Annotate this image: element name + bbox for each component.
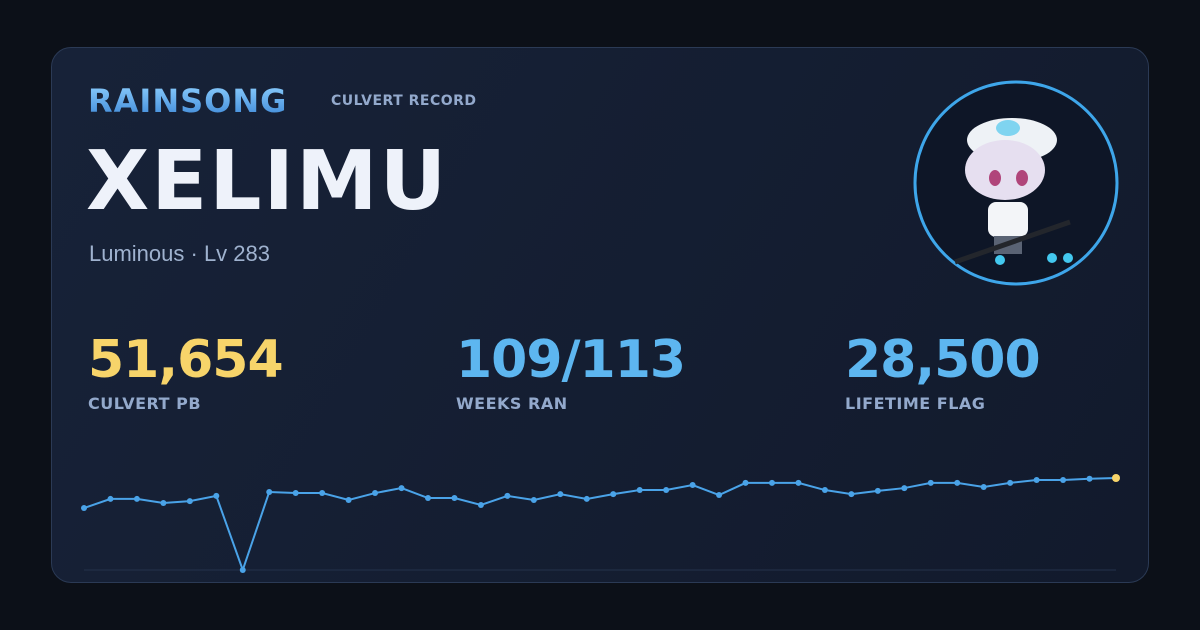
sparkline-point bbox=[530, 497, 537, 504]
stat: 28,500 LIFETIME FLAG bbox=[845, 330, 1041, 413]
sparkline-point bbox=[742, 479, 749, 486]
sparkline-point bbox=[689, 482, 696, 489]
sparkline-point bbox=[848, 491, 855, 498]
stat-label: CULVERT PB bbox=[88, 394, 202, 413]
stat-label: WEEKS RAN bbox=[456, 394, 568, 413]
stat: 51,654 CULVERT PB bbox=[88, 330, 284, 413]
sparkline-point bbox=[425, 495, 431, 502]
sparkline-point bbox=[874, 487, 881, 494]
sparkline-point bbox=[980, 484, 987, 491]
stat: 109/113 WEEKS RAN bbox=[456, 330, 686, 413]
sparkline-point bbox=[477, 501, 484, 508]
sparkline-point bbox=[81, 505, 87, 512]
sparkline-point bbox=[160, 500, 167, 507]
sparkline-point bbox=[372, 490, 379, 497]
stat-value: 51,654 bbox=[88, 330, 284, 390]
sparkline-point bbox=[954, 479, 961, 486]
sparkline-point bbox=[345, 497, 352, 504]
sparkline-point bbox=[398, 485, 405, 492]
sparkline-point bbox=[1007, 479, 1014, 486]
sparkline-point bbox=[663, 487, 670, 494]
sparkline-point bbox=[107, 495, 114, 502]
sparkline-point bbox=[213, 492, 220, 499]
sparkline-point bbox=[1112, 474, 1120, 482]
sparkline-point bbox=[927, 479, 934, 486]
sparkline-point bbox=[451, 495, 458, 502]
sparkline-point bbox=[266, 488, 273, 495]
sparkline-point bbox=[186, 498, 193, 505]
sparkline-point bbox=[557, 491, 564, 498]
sparkline-point bbox=[901, 485, 908, 492]
sparkline-point bbox=[795, 479, 802, 486]
stat-value: 109/113 bbox=[456, 330, 686, 390]
sparkline-point bbox=[583, 495, 590, 502]
sparkline-point bbox=[292, 490, 299, 497]
sparkline-point bbox=[133, 495, 140, 502]
record-type: CULVERT RECORD bbox=[331, 93, 477, 109]
sparkline-point bbox=[319, 490, 326, 497]
sparkline-point bbox=[1060, 477, 1067, 484]
sparkline-point bbox=[1033, 477, 1040, 484]
stat-value: 28,500 bbox=[845, 330, 1041, 390]
character-name: XELIMU bbox=[86, 134, 449, 229]
sparkline-point bbox=[636, 487, 643, 494]
sparkline-point bbox=[610, 491, 617, 498]
sparkline-point bbox=[239, 567, 246, 573]
sparkline-point bbox=[1086, 475, 1093, 482]
sparkline bbox=[83, 477, 1117, 574]
avatar bbox=[913, 80, 1119, 286]
sparkline-point bbox=[821, 487, 828, 494]
sparkline-point bbox=[716, 492, 723, 499]
sparkline-point bbox=[769, 479, 775, 486]
sparkline-point bbox=[504, 492, 511, 499]
stat-label: LIFETIME FLAG bbox=[845, 394, 986, 413]
guild-name: RAINSONG bbox=[88, 82, 288, 120]
character-subtitle: Luminous · Lv 283 bbox=[89, 241, 270, 266]
